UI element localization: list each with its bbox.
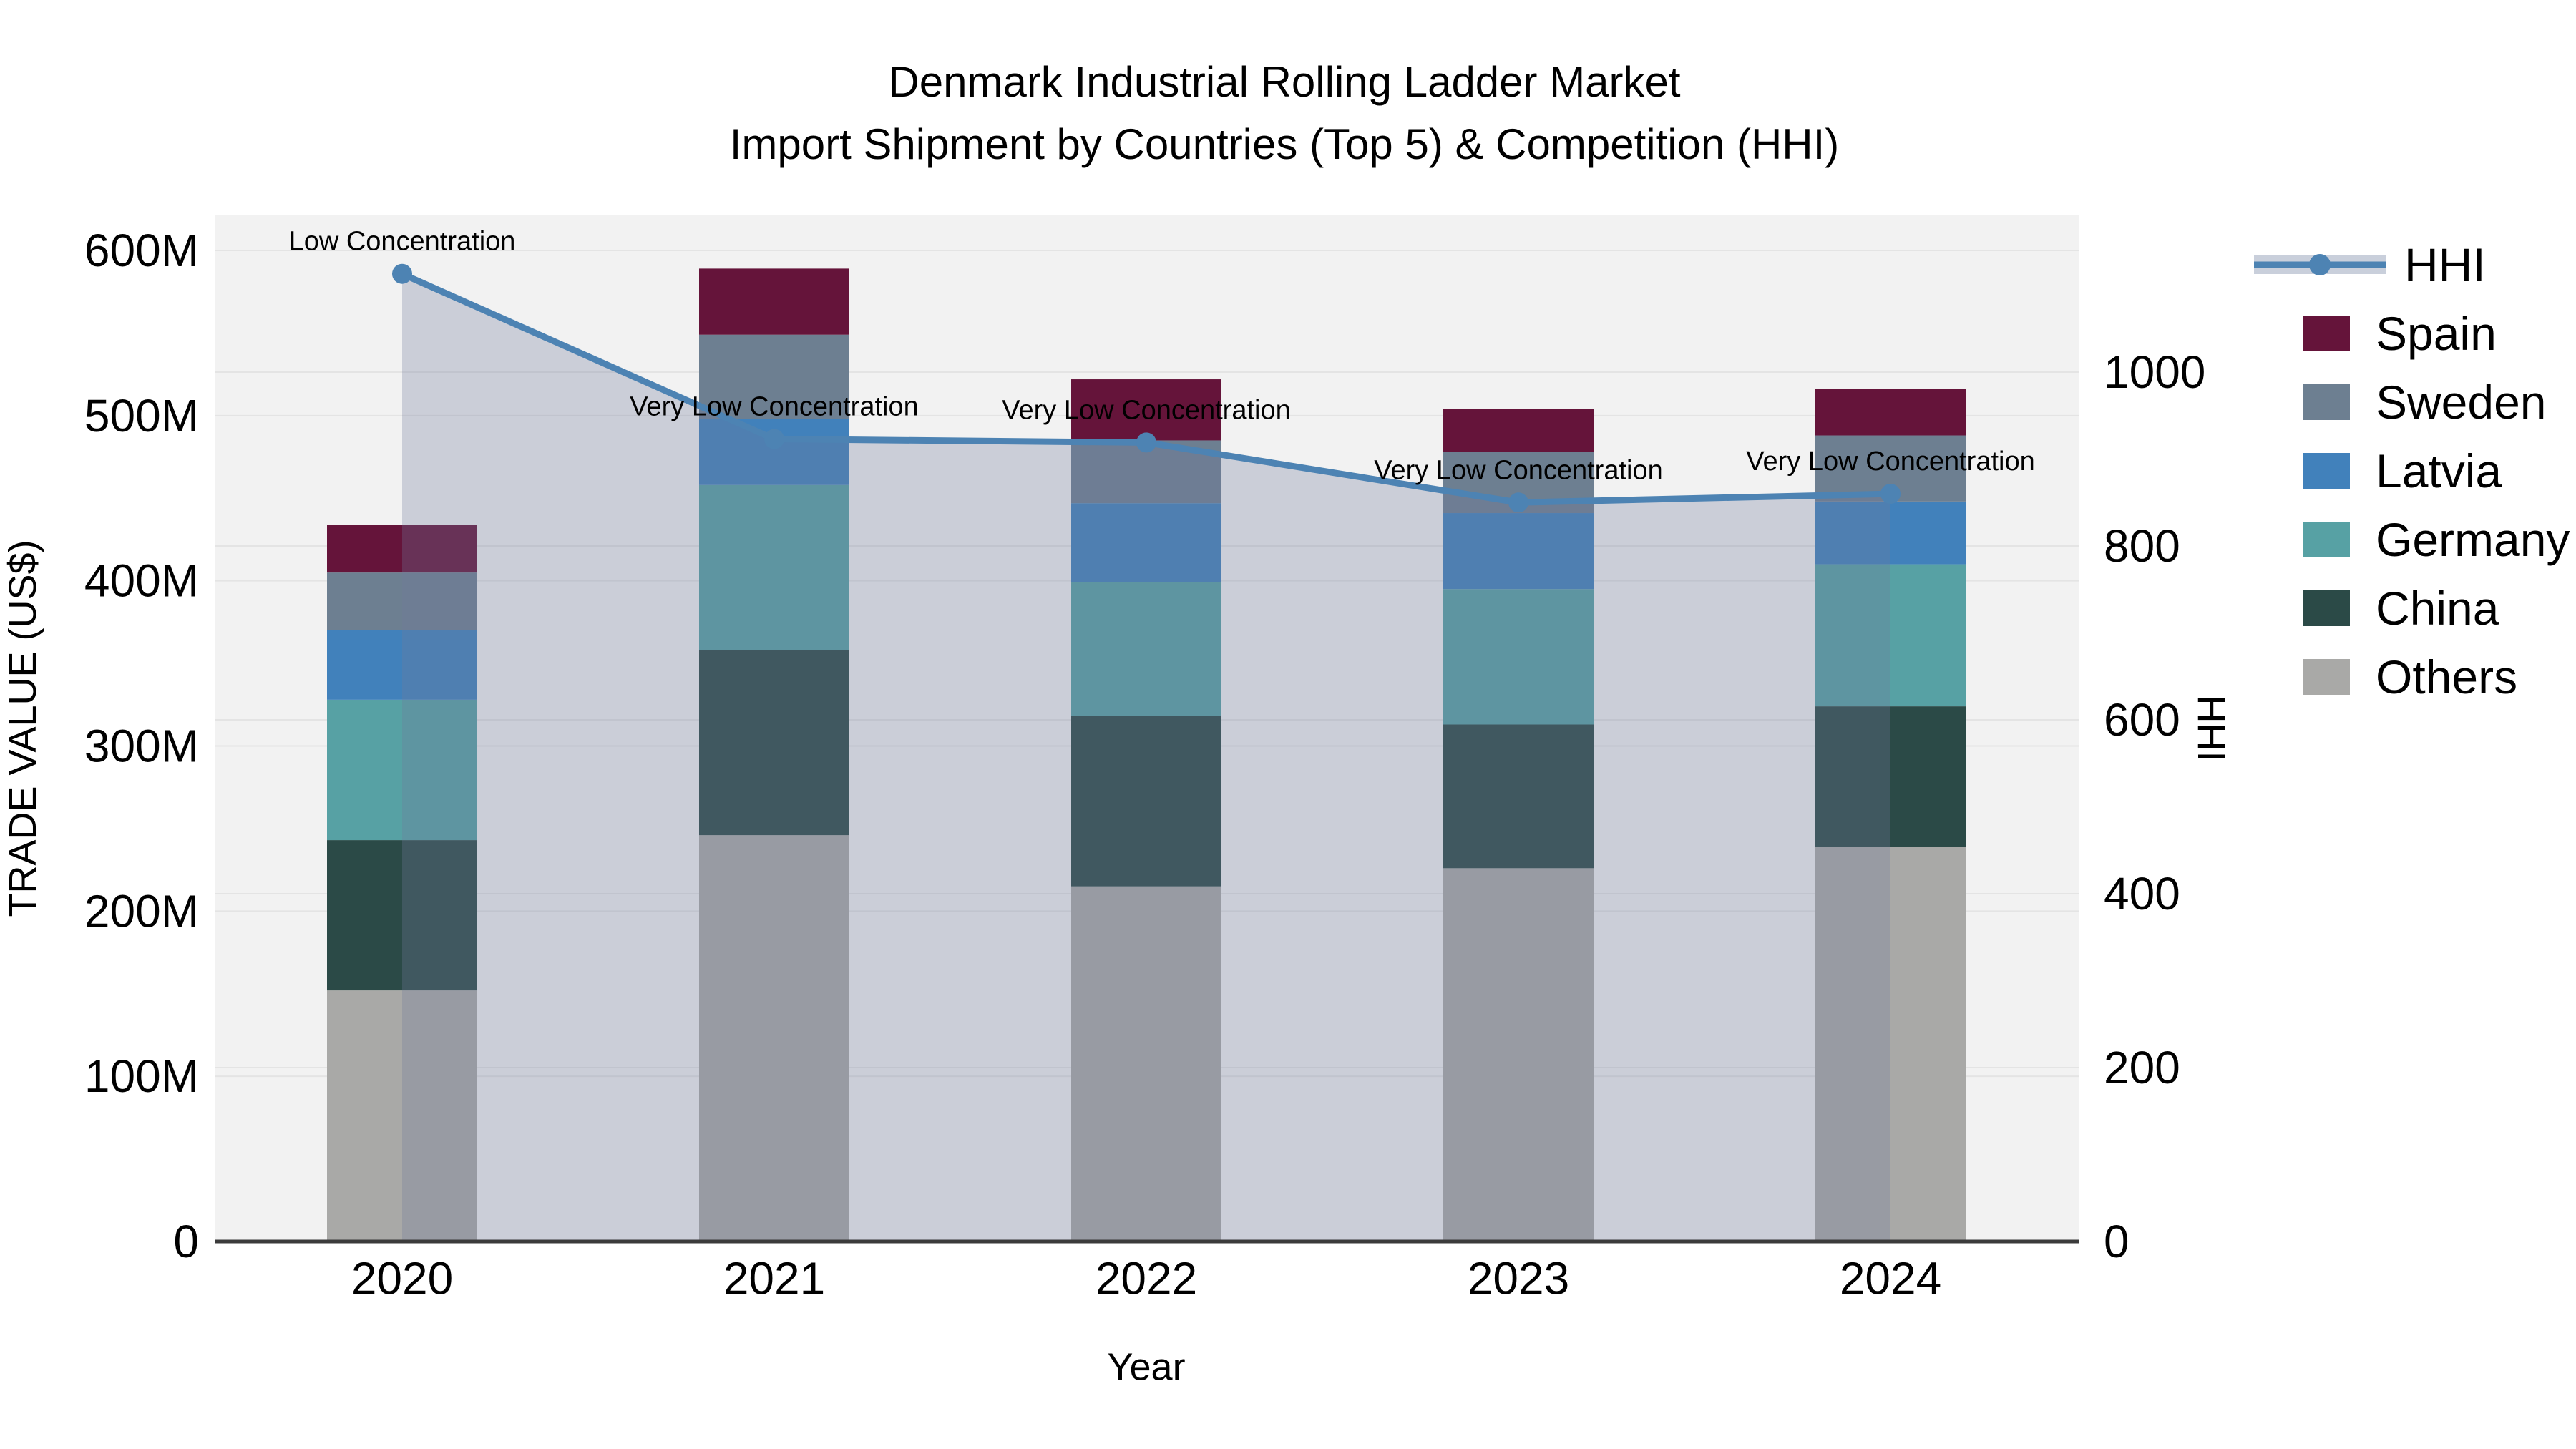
chart-title-line2: Import Shipment by Countries (Top 5) & C… bbox=[730, 120, 1840, 168]
bar-segment-china-2024 bbox=[1815, 706, 1966, 847]
legend-swatch-others bbox=[2303, 659, 2350, 695]
legend-label-hhi: HHI bbox=[2404, 238, 2486, 291]
x-tick-2024: 2024 bbox=[1840, 1252, 1941, 1304]
hhi-annotation-2023: Very Low Concentration bbox=[1374, 455, 1662, 485]
bar-segment-germany-2022 bbox=[1071, 582, 1221, 716]
bar-segment-sweden-2020 bbox=[327, 572, 477, 630]
bar-segment-sweden-2021 bbox=[699, 334, 849, 419]
bar-segment-china-2022 bbox=[1071, 716, 1221, 887]
legend-label-others: Others bbox=[2376, 650, 2517, 703]
y-left-tick-200M: 200M bbox=[84, 885, 199, 937]
bar-segment-spain-2021 bbox=[699, 268, 849, 335]
bar-segment-china-2023 bbox=[1443, 724, 1594, 869]
bar-segment-spain-2022 bbox=[1071, 379, 1221, 441]
bar-segment-germany-2021 bbox=[699, 484, 849, 650]
legend-label-latvia: Latvia bbox=[2376, 444, 2502, 497]
y-left-tick-300M: 300M bbox=[84, 721, 199, 772]
hhi-marker-2020 bbox=[392, 263, 412, 284]
y-left-axis-title: TRADE VALUE (US$) bbox=[1, 540, 44, 917]
y-left-tick-500M: 500M bbox=[84, 390, 199, 441]
y-left-tick-0: 0 bbox=[173, 1216, 199, 1267]
y-right-tick-labels: 0 200 400 600 800 1000 bbox=[2104, 346, 2205, 1267]
hhi-annotation-2024: Very Low Concentration bbox=[1746, 447, 2034, 477]
bar-segment-others-2024 bbox=[1815, 847, 1966, 1241]
stacked-bars bbox=[327, 268, 1966, 1241]
y-right-tick-200: 200 bbox=[2104, 1042, 2180, 1093]
x-tick-2020: 2020 bbox=[351, 1252, 453, 1304]
legend-label-china: China bbox=[2376, 582, 2499, 635]
x-tick-2023: 2023 bbox=[1468, 1252, 1569, 1304]
y-left-tick-labels: 0 100M 200M 300M 400M 500M 600M bbox=[84, 225, 199, 1267]
x-tick-2021: 2021 bbox=[723, 1252, 825, 1304]
hhi-line-group bbox=[392, 263, 1901, 513]
bar-segment-spain-2023 bbox=[1443, 409, 1594, 452]
bar-segment-latvia-2022 bbox=[1071, 503, 1221, 582]
bar-segment-others-2020 bbox=[327, 990, 477, 1241]
legend-swatch-spain bbox=[2303, 316, 2350, 351]
legend-swatch-latvia bbox=[2303, 453, 2350, 489]
bar-segment-latvia-2024 bbox=[1815, 501, 1966, 565]
hhi-annotation-2022: Very Low Concentration bbox=[1002, 395, 1290, 425]
bar-segment-latvia-2023 bbox=[1443, 513, 1594, 590]
bar-segment-germany-2020 bbox=[327, 699, 477, 841]
y-right-tick-600: 600 bbox=[2104, 694, 2180, 746]
bar-segment-germany-2024 bbox=[1815, 564, 1966, 707]
legend-label-germany: Germany bbox=[2376, 513, 2570, 566]
y-right-tick-1000: 1000 bbox=[2104, 346, 2205, 398]
bar-segment-china-2020 bbox=[327, 840, 477, 991]
legend-swatch-sweden bbox=[2303, 384, 2350, 420]
hhi-marker-2023 bbox=[1508, 492, 1528, 513]
bar-segment-china-2021 bbox=[699, 650, 849, 836]
legend-label-spain: Spain bbox=[2376, 307, 2497, 360]
hhi-area-fill-group bbox=[402, 273, 1890, 1242]
hhi-annotations: Low Concentration Very Low Concentration V… bbox=[289, 227, 2035, 486]
y-right-tick-0: 0 bbox=[2104, 1216, 2129, 1267]
legend-swatch-china bbox=[2303, 590, 2350, 626]
x-axis-title: Year bbox=[1107, 1345, 1185, 1388]
bar-segment-others-2023 bbox=[1443, 868, 1594, 1241]
x-tick-labels: 2020 2021 2022 2023 2024 bbox=[351, 1252, 1941, 1304]
y-left-tick-600M: 600M bbox=[84, 225, 199, 276]
y-right-axis-title: HHI bbox=[2190, 696, 2233, 762]
y-right-tick-800: 800 bbox=[2104, 520, 2180, 572]
bar-segment-others-2021 bbox=[699, 835, 849, 1241]
bar-segment-latvia-2020 bbox=[327, 630, 477, 700]
chart-title-line1: Denmark Industrial Rolling Ladder Market bbox=[888, 58, 1680, 106]
legend: HHI Spain Sweden Latvia Germany China Others bbox=[2254, 238, 2570, 703]
hhi-marker-2024 bbox=[1880, 484, 1901, 504]
hhi-annotation-2020: Low Concentration bbox=[289, 227, 516, 257]
y-left-tick-100M: 100M bbox=[84, 1050, 199, 1102]
legend-hhi-marker-sample bbox=[2309, 254, 2331, 275]
hhi-area-fill bbox=[402, 273, 1890, 1242]
hhi-annotation-2021: Very Low Concentration bbox=[630, 392, 918, 422]
legend-label-sweden: Sweden bbox=[2376, 376, 2547, 429]
y-right-tick-400: 400 bbox=[2104, 868, 2180, 919]
bar-segment-others-2022 bbox=[1071, 886, 1221, 1241]
bar-segment-spain-2024 bbox=[1815, 389, 1966, 436]
x-tick-2022: 2022 bbox=[1096, 1252, 1197, 1304]
bar-segment-spain-2020 bbox=[327, 525, 477, 573]
y-left-tick-400M: 400M bbox=[84, 555, 199, 607]
bar-segment-germany-2023 bbox=[1443, 589, 1594, 725]
hhi-marker-2021 bbox=[764, 429, 784, 449]
legend-swatch-germany bbox=[2303, 522, 2350, 557]
hhi-marker-2022 bbox=[1136, 432, 1156, 453]
